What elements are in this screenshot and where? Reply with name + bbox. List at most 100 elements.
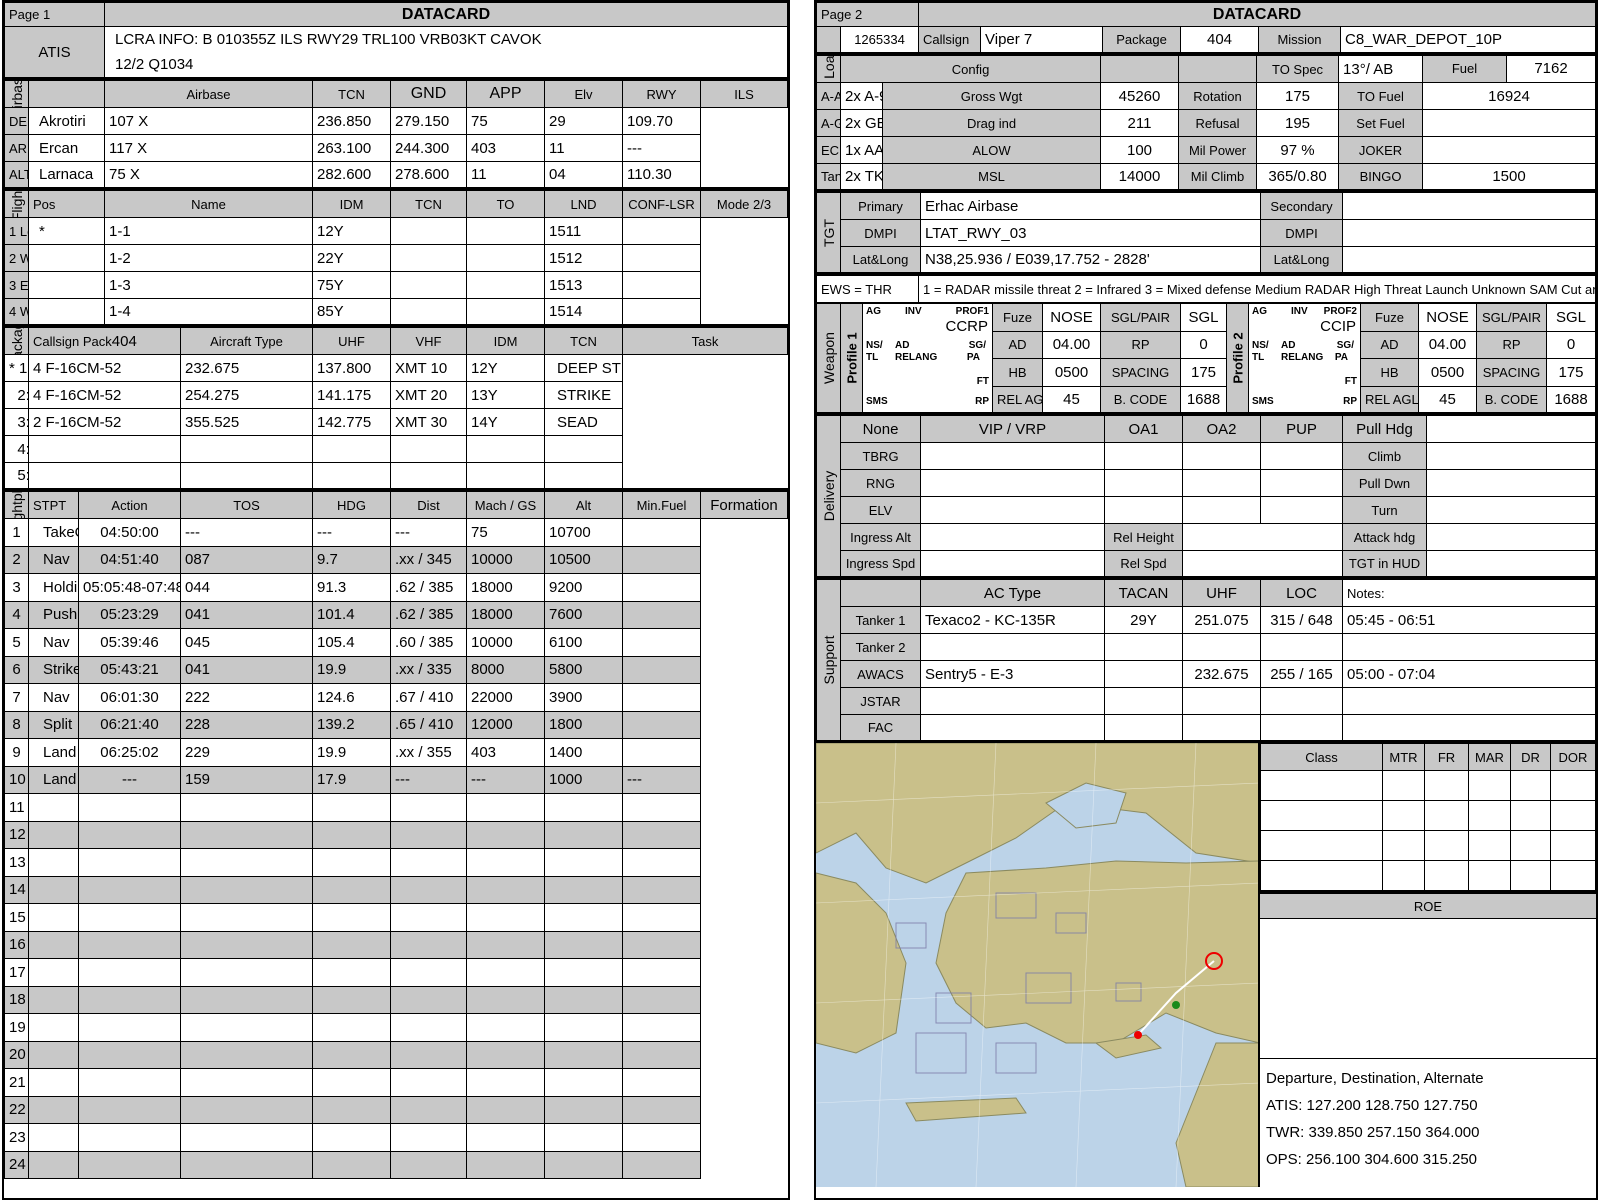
cell: 18000 — [466, 573, 545, 602]
cell: 2x TK600 1x TK300 — [840, 163, 883, 191]
threat-col-header: DR — [1510, 743, 1551, 771]
cell — [544, 820, 623, 849]
cell: VIP / VRP — [920, 415, 1105, 443]
support-row: Tanker 1 Texaco2 - KC-135R 29Y 251.075 315 /… — [817, 606, 1596, 634]
cell: 17.9 — [312, 765, 391, 794]
cell — [78, 930, 181, 959]
ops-freqs: OPS: 256.100 304.600 315.250 — [1266, 1151, 1478, 1168]
theater-map[interactable] — [816, 743, 1260, 1187]
cell — [920, 469, 1105, 497]
cell: 4 — [4, 600, 29, 629]
cell: Drag ind — [881, 109, 1102, 137]
cell: 1-4 — [104, 298, 313, 326]
cell: 0500 — [1418, 358, 1477, 387]
cell: NOSE — [1418, 303, 1477, 332]
cell: RP — [1100, 330, 1181, 359]
cell: STRIKE — [544, 381, 623, 409]
cell — [390, 793, 467, 822]
cell: 7 — [4, 683, 29, 712]
cell: 4 F-16CM-52 — [28, 354, 181, 382]
flightplan-row: 13 — [4, 848, 788, 877]
col-header: TOS — [180, 491, 313, 519]
cell: 06:01:30 — [78, 683, 181, 712]
cell: --- — [466, 765, 545, 794]
comms-box: Departure, Destination, Alternate ATIS: … — [1260, 1059, 1596, 1179]
cell: 14 — [4, 875, 29, 904]
atis-line-2: 12/2 Q1034 — [115, 56, 194, 73]
cell: 5 — [4, 628, 29, 657]
cell: LOC — [1260, 579, 1343, 607]
profile-1-display: Profile 1 AG INV PROF1 CCRP NS/ TL AD RE… — [840, 303, 993, 414]
cell: 22 — [4, 1095, 29, 1124]
cell: --- — [622, 765, 701, 794]
cell: Fuze — [992, 303, 1043, 332]
cell — [78, 958, 181, 987]
cell — [1182, 633, 1261, 661]
col-header: TCN — [390, 190, 467, 218]
threat-table: Class MTR FR MAR DR DOR — [1260, 743, 1596, 891]
cell — [180, 903, 313, 932]
cell: MSL — [881, 163, 1102, 191]
cell — [312, 903, 391, 932]
cell — [622, 271, 701, 299]
threat-col-header: MTR — [1382, 743, 1425, 771]
cell: 15 — [4, 903, 29, 932]
cell — [1260, 442, 1343, 470]
flightplan-row: 22 — [4, 1095, 788, 1124]
cell: 22000 — [466, 683, 545, 712]
cell: 255 / 165 — [1260, 660, 1343, 688]
cell: 278.600 — [390, 161, 467, 189]
cell — [466, 875, 545, 904]
cell: 75 — [466, 518, 545, 547]
map-graphic — [816, 743, 1258, 1187]
cell: FAC — [840, 714, 921, 742]
cell — [312, 1068, 391, 1097]
comms-title: Departure, Destination, Alternate — [1266, 1070, 1484, 1087]
cell — [1182, 442, 1261, 470]
cell: 087 — [180, 545, 313, 574]
cell: 10000 — [466, 545, 545, 574]
cell: ALOW — [881, 136, 1102, 164]
cell — [1260, 687, 1343, 715]
support-row: AWACS Sentry5 - E-3 232.675 255 / 165 05:00 … — [817, 660, 1596, 688]
cell: 13 — [4, 848, 29, 877]
loadout-row: Tanks2x TK600 1x TK300MSL14000Mil Climb3… — [816, 163, 1596, 191]
cell — [1426, 415, 1596, 443]
cell: Secondary — [1260, 192, 1343, 220]
cell: 044 — [180, 573, 313, 602]
cell: 4 Wing — [4, 298, 29, 326]
package-value: 404 — [1180, 26, 1260, 54]
col-header: Formation — [700, 491, 788, 519]
cell: Sentry5 - E-3 — [920, 660, 1105, 688]
cell — [28, 1040, 79, 1069]
cell: .xx / 355 — [390, 738, 467, 767]
cell — [544, 1040, 623, 1069]
flightplan-row: 12 — [4, 820, 788, 849]
cell — [1260, 633, 1343, 661]
cell: 1688 — [1180, 385, 1227, 414]
atis-line-1: LCRA INFO: B 010355Z ILS RWY29 TRL100 VR… — [115, 31, 542, 48]
cell — [1342, 714, 1596, 742]
cell: ELV — [840, 496, 921, 524]
cell: 236.850 — [312, 107, 391, 135]
cell — [466, 1123, 545, 1152]
cell — [1104, 660, 1183, 688]
delivery-row: ELV Turn — [817, 496, 1596, 524]
cell: 254.275 — [180, 381, 313, 409]
cell: A-A — [816, 82, 841, 110]
cell: Larnaca — [28, 161, 105, 189]
cell: ECM — [816, 136, 841, 164]
cell: 1512 — [544, 244, 623, 272]
cell — [1104, 469, 1183, 497]
cell — [920, 442, 1105, 470]
cell — [180, 985, 313, 1014]
cell: 19 — [4, 1013, 29, 1042]
col-header: TCN — [544, 327, 623, 355]
cell: * — [28, 217, 105, 245]
cell: 251.075 — [1182, 606, 1261, 634]
cell: 1513 — [544, 271, 623, 299]
cell — [622, 875, 701, 904]
cell: --- — [390, 518, 467, 547]
loadout-table: TO / Loadout Config TO Spec 13°/ AB Fuel… — [816, 55, 1596, 192]
